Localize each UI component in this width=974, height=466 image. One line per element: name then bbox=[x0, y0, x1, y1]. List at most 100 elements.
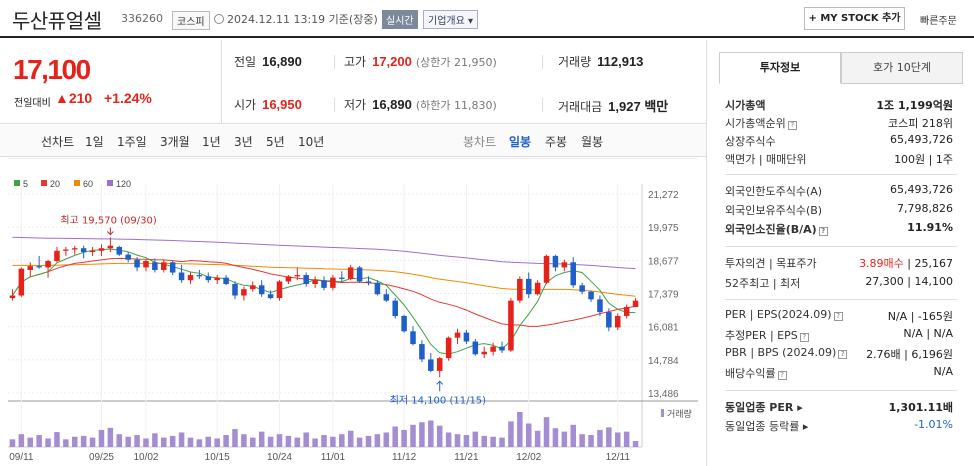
x-tick-label: 11/01 bbox=[321, 452, 346, 463]
help-icon[interactable]: ? bbox=[838, 350, 848, 359]
candle-body bbox=[232, 284, 238, 296]
sector-per-row: 동일업종 PER ▸ 1,301.11배 bbox=[725, 399, 953, 415]
low-arrow-icon bbox=[436, 380, 444, 392]
corp-info-dropdown[interactable]: 기업개요 ▾ bbox=[423, 10, 479, 29]
help-icon[interactable]: ? bbox=[787, 121, 797, 130]
tab-weekly[interactable]: 주봉 bbox=[545, 135, 568, 149]
volume-bar bbox=[223, 435, 229, 447]
help-icon[interactable]: ? bbox=[799, 333, 809, 342]
prev-label: 전일 bbox=[234, 55, 257, 69]
x-tick-label: 09/11 bbox=[9, 452, 34, 463]
tab-daily[interactable]: 일봉 bbox=[509, 135, 532, 149]
volume-bar bbox=[116, 434, 123, 447]
volume-bar bbox=[294, 437, 301, 447]
candle-body bbox=[445, 337, 452, 359]
add-my-stock-button[interactable]: + MY STOCK 추가 bbox=[804, 7, 905, 30]
prev-close: 전일 16,890 bbox=[234, 53, 302, 70]
stock-code: 336260 bbox=[121, 12, 163, 25]
help-icon[interactable]: ? bbox=[818, 227, 828, 236]
volume-value: 112,913 bbox=[597, 54, 644, 69]
realtime-button[interactable]: 실시간 bbox=[382, 10, 418, 29]
candle-body bbox=[463, 332, 470, 342]
volume-bar bbox=[588, 435, 594, 447]
volume-bar bbox=[232, 429, 238, 447]
week52-label: 52주최고 | 최저 bbox=[725, 277, 801, 290]
high-label: 고가 bbox=[344, 55, 367, 69]
quick-order-link[interactable]: 빠른주문 bbox=[920, 16, 957, 27]
tab-3year[interactable]: 3년 bbox=[234, 135, 253, 149]
market-cap-row: 시가총액 1조 1,199억원 bbox=[725, 97, 953, 113]
stock-header: 두산퓨얼셀 336260 코스피 2024.12.11 13:19 기준(장중)… bbox=[0, 0, 974, 38]
tab-candle-chart[interactable]: 봉차트 bbox=[463, 135, 497, 149]
change-label: 전일대비 bbox=[14, 98, 51, 109]
volume-bar bbox=[445, 432, 452, 447]
candle-body bbox=[374, 282, 381, 295]
tab-1week[interactable]: 1주일 bbox=[117, 135, 147, 149]
candle-body bbox=[552, 255, 559, 268]
volume-bar bbox=[143, 438, 149, 447]
dividend-row: 배당수익률? N/A bbox=[725, 365, 953, 381]
candle-body bbox=[436, 358, 443, 371]
datetime-text: 2024.12.11 13:19 기준(장중) bbox=[227, 13, 378, 26]
candle-body bbox=[107, 245, 114, 249]
tab-10year[interactable]: 10년 bbox=[298, 135, 325, 149]
candle-body bbox=[579, 285, 585, 292]
open-label: 시가 bbox=[234, 98, 257, 112]
volume-bar bbox=[597, 429, 603, 447]
volume-bar bbox=[45, 438, 51, 447]
volume-bar bbox=[205, 436, 212, 447]
help-icon[interactable]: ? bbox=[833, 312, 843, 321]
volume-bar bbox=[250, 437, 256, 447]
up-triangle-icon: ▲ bbox=[55, 90, 69, 106]
sector-rate-label: 동일업종 등락률 bbox=[725, 420, 800, 433]
volume-bar bbox=[36, 435, 42, 447]
tab-5year[interactable]: 5년 bbox=[266, 135, 285, 149]
candle-body bbox=[570, 262, 576, 286]
tab-1year[interactable]: 1년 bbox=[202, 135, 221, 149]
market-cap-value: 1조 1,199억원 bbox=[876, 99, 953, 112]
candle-body bbox=[561, 262, 568, 268]
x-tick-label: 11/21 bbox=[454, 452, 479, 463]
volume-bar bbox=[552, 428, 559, 447]
lower-limit: (하한가 11,830) bbox=[415, 99, 497, 112]
foreign-hold-row: 외국인보유주식수(B) 7,798,826 bbox=[725, 202, 953, 218]
rank-row: 시가총액순위? 코스피 218위 bbox=[725, 115, 953, 131]
candlestick-chart[interactable]: 21,272 19,975 18,677 17,379 16,081 14,784 13,4… bbox=[0, 158, 706, 466]
low-value: 16,890 bbox=[372, 97, 412, 112]
trade-amount: 거래대금 1,927 백만 bbox=[558, 96, 668, 115]
candle-body bbox=[98, 248, 105, 251]
divider bbox=[725, 390, 957, 391]
volume-legend-swatch bbox=[661, 409, 664, 417]
candle-body bbox=[169, 262, 176, 273]
candle-body bbox=[543, 255, 550, 283]
high-arrow-icon bbox=[107, 227, 114, 236]
volume-bar bbox=[517, 412, 523, 447]
candle-body bbox=[410, 331, 416, 345]
y-tick-label: 21,272 bbox=[648, 190, 679, 201]
help-icon[interactable]: ? bbox=[777, 371, 787, 380]
caret-right-icon: ▸ bbox=[799, 420, 809, 433]
y-tick-label: 18,677 bbox=[648, 256, 679, 267]
quote-summary: 전일 16,890 고가 17,200 (상한가 21,950) 거래량 112,913… bbox=[222, 40, 706, 124]
foreign-hold-value: 7,798,826 bbox=[897, 202, 953, 215]
tab-investment-info[interactable]: 투자정보 bbox=[719, 52, 841, 84]
volume-bar bbox=[63, 439, 69, 447]
change-percent: +1.24% bbox=[104, 90, 152, 106]
candle-body bbox=[27, 266, 34, 270]
candle-body bbox=[223, 277, 229, 285]
tab-1day[interactable]: 1일 bbox=[85, 135, 104, 149]
tab-line-chart[interactable]: 선차트 bbox=[41, 135, 75, 149]
sector-per-label: 동일업종 PER bbox=[725, 401, 794, 414]
tab-monthly[interactable]: 월봉 bbox=[581, 135, 604, 149]
rank-value: 코스피 218위 bbox=[888, 117, 953, 130]
volume-bar bbox=[472, 431, 479, 447]
candle-body bbox=[205, 276, 212, 281]
tab-ask-10[interactable]: 호가 10단계 bbox=[841, 52, 963, 84]
candle-body bbox=[356, 267, 363, 282]
y-tick-label: 14,784 bbox=[648, 356, 679, 367]
opinion-label: 투자의견 | 목표주가 bbox=[725, 257, 817, 270]
candle-body bbox=[454, 332, 461, 338]
tab-3month[interactable]: 3개월 bbox=[160, 135, 190, 149]
candle-body bbox=[250, 285, 256, 290]
volume-bar bbox=[436, 425, 443, 447]
